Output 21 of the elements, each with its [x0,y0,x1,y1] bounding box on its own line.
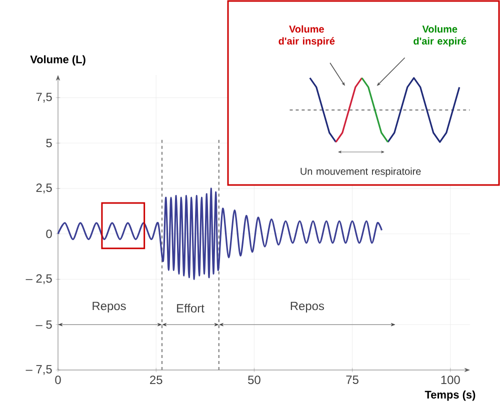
y-tick-label: 7,5 [36,92,52,103]
y-tick-label: 2,5 [36,184,52,194]
x-tick-label: 75 [346,376,358,384]
annotation: Un mouvement respiratoire [300,168,421,177]
annotation: Effort [177,304,204,313]
x-axis-title: Temps (s) [424,390,476,401]
y-tick-label: – 2,5 [26,274,52,284]
x-tick-label: 0 [55,376,61,384]
y-tick-label: 5 [46,138,52,148]
y-tick-label: – 7,5 [26,365,52,375]
x-tick-label: 25 [150,376,162,384]
y-axis-title: Volume (L) [30,55,86,66]
text: Volume d'air inspiré [278,25,335,47]
x-tick-label: 50 [248,376,260,384]
y-tick-label: 0 [46,230,52,238]
text: Volume d'air expiré [414,25,466,47]
line-series [57,188,383,280]
x-tick-label: 100 [441,376,460,384]
y-tick-label: – 5 [36,320,52,329]
annotation: Repos [290,302,324,313]
annotation: Repos [92,302,126,313]
